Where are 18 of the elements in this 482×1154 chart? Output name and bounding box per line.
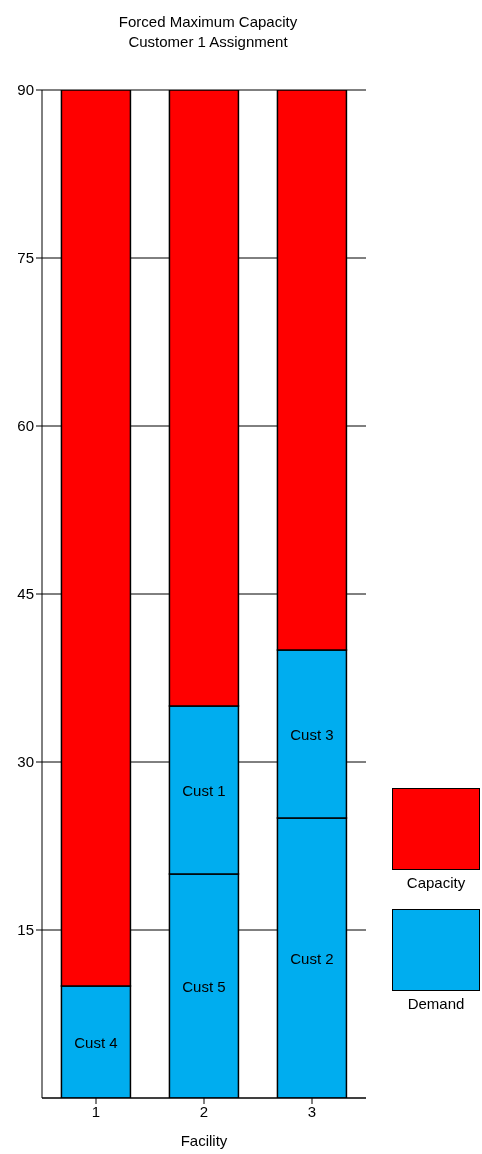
x-axis-title: Facility <box>180 1132 228 1149</box>
data-label: Cust 4 <box>74 1033 118 1051</box>
y-tick-label: 45 <box>17 585 34 603</box>
chart-title: Forced Maximum Capacity Customer 1 Assignment <box>117 12 299 52</box>
data-label: Cust 2 <box>290 949 334 967</box>
data-label: Cust 3 <box>290 725 334 743</box>
text: Demand <box>406 995 466 1012</box>
x-tick-label: 1 <box>91 1102 101 1120</box>
y-tick-label: 15 <box>17 921 34 939</box>
x-tick-label: 3 <box>307 1102 317 1120</box>
y-tick-label: 90 <box>17 81 34 99</box>
x-tick-label: 2 <box>199 1102 209 1120</box>
y-tick-label: 30 <box>17 753 34 771</box>
y-tick-label: 75 <box>17 249 34 267</box>
y-tick-label: 60 <box>17 417 34 435</box>
data-label: Cust 5 <box>182 977 226 995</box>
data-label: Cust 1 <box>182 781 226 799</box>
text: Capacity <box>405 874 467 891</box>
